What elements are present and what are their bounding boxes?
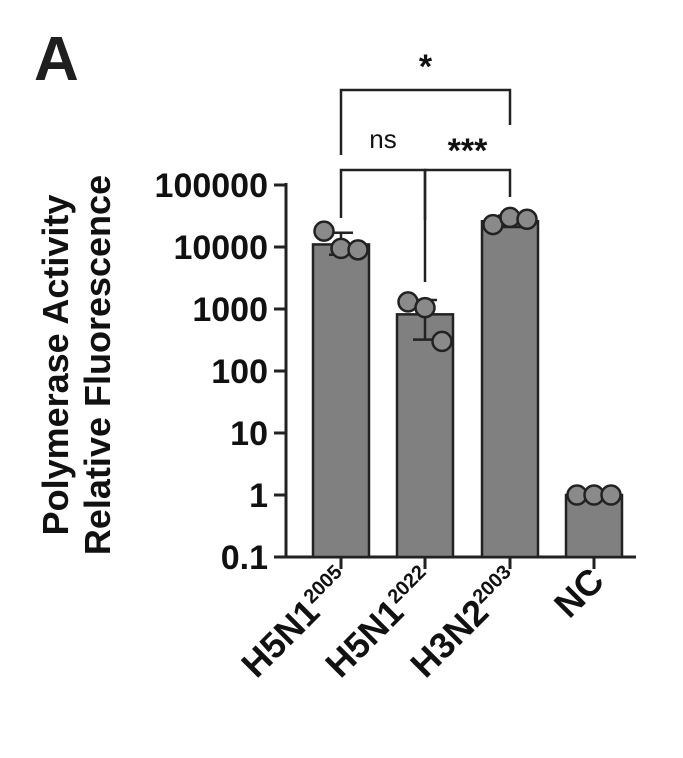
data-point	[431, 330, 453, 353]
data-point	[347, 239, 369, 261]
y-tick-label: 1000	[192, 291, 268, 329]
y-tick-label: 100000	[155, 167, 268, 205]
bar	[480, 220, 540, 559]
data-point	[313, 220, 335, 242]
y-axis-label-line-2: Relative Fluorescence	[77, 175, 118, 555]
y-tick-label: 10000	[173, 229, 268, 267]
y-tick-label: 10	[230, 415, 268, 453]
significance-bracket: ***	[423, 132, 512, 282]
bracket-line	[339, 88, 512, 155]
plot-area: 0.1110100100010000100000H5N12005H5N12022…	[155, 48, 636, 685]
x-tick-label-name: NC	[546, 560, 612, 626]
data-point	[516, 208, 538, 231]
significance-label: ns	[369, 124, 396, 154]
y-tick-label: 100	[211, 353, 268, 391]
y-tick-label: 1	[249, 477, 268, 515]
data-point	[600, 484, 622, 506]
bracket-line	[339, 168, 427, 220]
x-tick-label: NC	[546, 560, 612, 626]
bar	[311, 243, 371, 559]
significance-bracket: ns	[339, 124, 427, 220]
y-axis-label: Polymerase Activity Relative Fluorescenc…	[35, 175, 118, 555]
significance-label: ***	[448, 132, 488, 170]
y-axis-label-line-1: Polymerase Activity	[35, 195, 76, 536]
data-point	[414, 296, 436, 319]
significance-label: *	[419, 48, 433, 86]
bracket-line	[423, 168, 512, 282]
panel-label: A	[34, 25, 79, 94]
y-tick-label: 0.1	[221, 539, 268, 577]
significance-bracket: *	[339, 48, 512, 155]
